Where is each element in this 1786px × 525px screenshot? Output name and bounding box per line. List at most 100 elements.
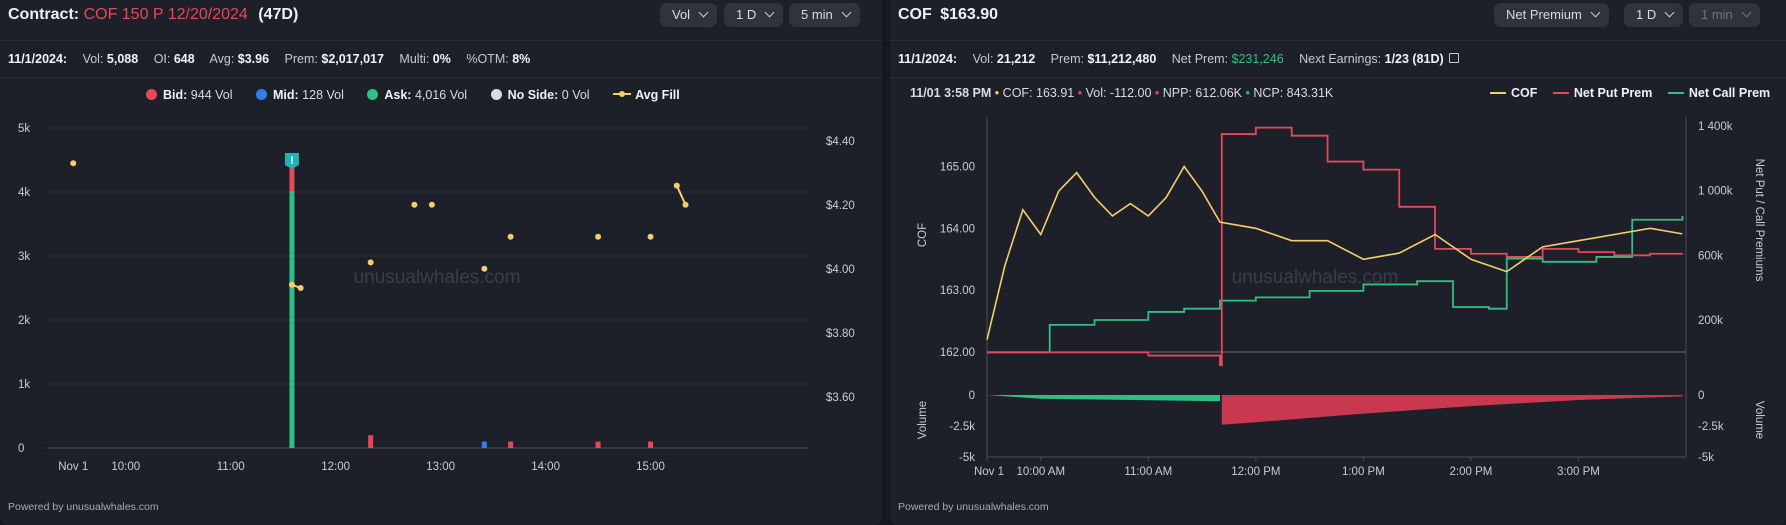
y-tick-label: 164.00 — [940, 223, 975, 235]
avg-fill-point — [367, 259, 374, 266]
ticker-symbol[interactable]: COF — [898, 6, 932, 23]
avg-label: Avg: — [209, 52, 235, 66]
option-contract-panel: Contract: COF 150 P 12/20/2024 (47D) Vol… — [0, 0, 882, 525]
external-link-icon[interactable] — [1448, 53, 1459, 63]
x-tick-label: 10:00 AM — [1016, 466, 1065, 478]
x-tick-label: 12:00 PM — [1231, 466, 1280, 478]
range-dropdown-label: 1 D — [736, 7, 757, 22]
x-tick-label: 1:00 PM — [1342, 466, 1385, 478]
prem-label: Prem: — [284, 52, 318, 66]
x-tick-label: 2:00 PM — [1450, 466, 1493, 478]
volume-tick-label: -5k — [959, 452, 975, 464]
volume-tick-label-right: 0 — [1698, 390, 1704, 402]
call-line-icon — [1667, 92, 1684, 94]
mid-dot-icon — [256, 89, 267, 100]
ticker-premium-panel: COF $163.90 Net Premium 1 D 1 min 11/1/2… — [890, 0, 1786, 525]
legend-cof[interactable]: COF — [1490, 86, 1537, 100]
positive-volume-area — [987, 395, 1220, 402]
volume-price-chart[interactable]: unusualwhales.com 0 1k 2k 3k 4k 5k $3.60 $3.80 $… — [0, 112, 882, 472]
y-tick-label: 163.00 — [940, 285, 975, 297]
range-dropdown[interactable]: 1 D — [1624, 3, 1684, 27]
net-put-premium-line — [987, 126, 1684, 367]
vol-value: 5,088 — [106, 52, 139, 66]
legend-mid-value: 128 Vol — [302, 88, 344, 102]
y2-tick-label: $3.60 — [826, 392, 855, 404]
y-tick-label: 5k — [18, 123, 30, 135]
y2-tick-label: 1 400k — [1698, 121, 1733, 133]
ticker-price: $163.90 — [940, 6, 999, 23]
range-dropdown-label: 1 D — [1636, 7, 1657, 22]
premium-flow-chart[interactable]: unusualwhales.com 162.00 163.00 164.00 165.… — [890, 105, 1786, 485]
interval-dropdown-label: 5 min — [801, 7, 833, 22]
metric-dropdown[interactable]: Vol — [660, 3, 718, 27]
y-tick-label: 1k — [18, 379, 30, 391]
panel-header: Contract: COF 150 P 12/20/2024 (47D) Vol… — [0, 0, 882, 34]
premium-mode-dropdown[interactable]: Net Premium — [1494, 3, 1609, 27]
bid-dot-icon — [146, 89, 157, 100]
legend-mid[interactable]: Mid: 128 Vol — [256, 88, 344, 102]
chevron-down-icon — [841, 7, 852, 18]
volume-tick-label: 0 — [969, 390, 975, 402]
legend-mid-label: Mid: — [273, 88, 299, 102]
interval-dropdown-label: 1 min — [1701, 7, 1733, 22]
chart-legend: Bid: 944 Vol Mid: 128 Vol Ask: 4,016 Vol… — [146, 88, 700, 102]
legend-net-call[interactable]: Net Call Prem — [1667, 86, 1771, 100]
range-dropdown[interactable]: 1 D — [724, 3, 784, 27]
multi-value: 0% — [432, 52, 451, 66]
legend-bid-label: Bid: — [163, 88, 188, 102]
otm-value: 8% — [512, 52, 531, 66]
y-tick-label: 3k — [18, 251, 30, 263]
contract-title: Contract: COF 150 P 12/20/2024 (47D) — [8, 6, 298, 24]
interval-dropdown[interactable]: 1 min — [1689, 3, 1760, 27]
footer-credit: Powered by unusualwhales.com — [8, 501, 159, 513]
x-tick-label: 11:00 — [217, 461, 245, 472]
y-axis-title: COF — [917, 223, 929, 247]
legend-ask[interactable]: Ask: 4,016 Vol — [367, 88, 467, 102]
footer-credit: Powered by unusualwhales.com — [898, 501, 1049, 513]
legend-bid-value: 944 Vol — [190, 88, 233, 102]
avg-fill-point — [647, 233, 654, 240]
earnings-value: 1/23 (81D) — [1384, 52, 1444, 66]
x-tick-label: 13:00 — [426, 461, 455, 472]
tooltip-ncp: NCP: 843.31K — [1253, 86, 1334, 100]
y2-tick-label: $3.80 — [826, 328, 855, 340]
legend-net-put[interactable]: Net Put Prem — [1552, 86, 1652, 100]
prem-label: Prem: — [1050, 52, 1084, 66]
interval-dropdown[interactable]: 5 min — [789, 3, 860, 27]
watermark: unusualwhales.com — [1232, 267, 1399, 288]
oi-value: 648 — [173, 52, 195, 66]
legend-avgfill[interactable]: Avg Fill — [613, 88, 680, 102]
premium-mode-label: Net Premium — [1506, 7, 1582, 22]
svg-text:!: ! — [290, 155, 294, 167]
legend-noside[interactable]: No Side: 0 Vol — [490, 88, 590, 102]
legend-bid[interactable]: Bid: 944 Vol — [146, 88, 233, 102]
contract-stats-bar: 11/1/2024: Vol: 5,088 OI: 648 Avg: $3.96… — [0, 40, 882, 78]
y2-tick-label: 200k — [1698, 315, 1723, 327]
y-tick-label: 162.00 — [940, 347, 975, 359]
earnings-label: Next Earnings: — [1299, 52, 1382, 66]
x-tick-label: 3:00 PM — [1557, 466, 1600, 478]
chevron-down-icon — [1741, 7, 1752, 18]
avg-fill-point — [428, 201, 435, 208]
prem-value: $2,017,017 — [321, 52, 384, 66]
watermark: unusualwhales.com — [354, 267, 521, 288]
legend-ask-value: 4,016 Vol — [414, 88, 468, 102]
volume-tick-label-right: -5k — [1698, 452, 1714, 464]
alert-flag-icon: ! — [284, 153, 299, 169]
legend-net-call-label: Net Call Prem — [1688, 86, 1771, 100]
chevron-down-icon — [1590, 7, 1601, 18]
x-tick-label: 10:00 — [111, 461, 140, 472]
legend-ask-label: Ask: — [384, 88, 412, 102]
x-tick-label: 11:00 AM — [1124, 466, 1172, 478]
contract-symbol[interactable]: COF 150 P 12/20/2024 — [83, 6, 248, 23]
y2-axis-title: Net Put / Call Premiums — [1753, 159, 1765, 282]
prem-value: $11,212,480 — [1087, 52, 1157, 66]
bid-volume-bar — [508, 441, 514, 448]
tooltip-cof: COF: 163.91 — [1002, 86, 1075, 100]
panel-header: COF $163.90 Net Premium 1 D 1 min — [890, 0, 1786, 34]
x-tick-label: 15:00 — [636, 461, 665, 472]
y-tick-label: 2k — [18, 315, 30, 327]
cof-price-line — [986, 165, 1683, 340]
tooltip-npp: NPP: 612.06K — [1162, 86, 1242, 100]
avg-fill-point — [507, 233, 514, 240]
